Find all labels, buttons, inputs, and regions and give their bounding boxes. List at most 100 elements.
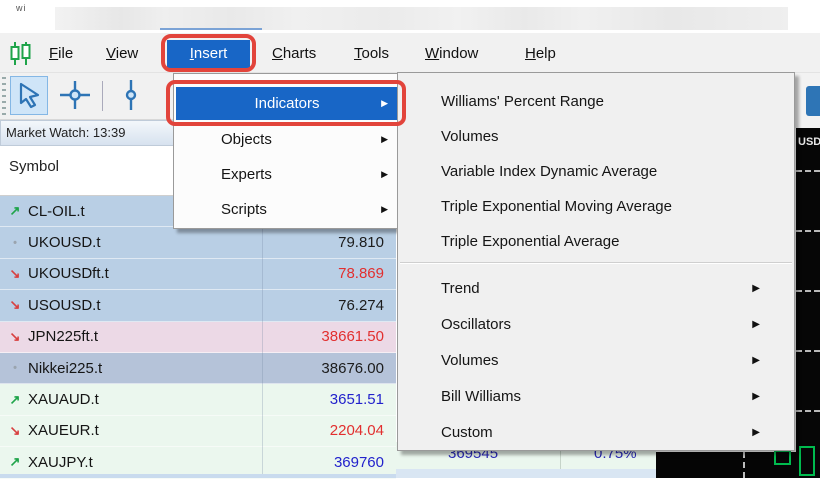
chart-grid-hdash bbox=[796, 350, 820, 352]
submenu-item-trend[interactable]: Trend ▶ bbox=[400, 271, 792, 306]
trend-down-icon: ↘ bbox=[9, 422, 21, 438]
table-row[interactable]: ↘ JPN225ft.t 38661.50 bbox=[0, 321, 396, 353]
submenu-arrow-icon: ▶ bbox=[381, 98, 388, 108]
submenu-item-volumes-group[interactable]: Volumes ▶ bbox=[400, 343, 792, 378]
toolbar-grip-handle[interactable] bbox=[2, 77, 6, 115]
market-watch-rows: ↗ CL-OIL.t • UKOUSD.t 79.810 ↘ UKOUSDft.… bbox=[0, 196, 396, 479]
menu-bar: File View Insert Charts Tools Window Hel… bbox=[0, 33, 820, 73]
bid-price: 79.810 bbox=[338, 234, 384, 252]
submenu-item-bill-williams[interactable]: Bill Williams ▶ bbox=[400, 379, 792, 414]
cursor-tool-button[interactable] bbox=[10, 76, 48, 115]
window-titlebar: wi bbox=[0, 0, 820, 33]
submenu-item-label: Volumes bbox=[441, 352, 499, 369]
menu-window[interactable]: Window bbox=[425, 45, 479, 62]
submenu-item-williams-percent-range[interactable]: Williams' Percent Range bbox=[400, 84, 792, 119]
menu-file[interactable]: File bbox=[49, 45, 74, 62]
menu-item-indicators[interactable]: Indicators ▶ bbox=[176, 87, 398, 120]
submenu-item-tema[interactable]: Triple Exponential Moving Average bbox=[400, 189, 792, 224]
table-row[interactable]: ↘ XAUEUR.t 2204.04 bbox=[0, 415, 396, 448]
menu-item-experts[interactable]: Experts ▶ bbox=[176, 157, 398, 192]
table-row[interactable]: • UKOUSD.t 79.810 bbox=[0, 227, 396, 259]
chart-grid-hdash bbox=[796, 170, 820, 172]
submenu-item-label: Volumes bbox=[441, 128, 499, 145]
table-row[interactable]: ↘ UKOUSDft.t 78.869 bbox=[0, 258, 396, 291]
menu-item-label: Scripts bbox=[221, 201, 267, 218]
candlestick-fragment bbox=[799, 446, 815, 476]
vertical-line-tool-button[interactable] bbox=[112, 76, 150, 115]
submenu-item-volumes-indicator[interactable]: Volumes bbox=[400, 119, 792, 154]
column-divider bbox=[262, 196, 263, 478]
submenu-separator bbox=[400, 262, 792, 264]
trend-down-icon: ↘ bbox=[9, 265, 21, 281]
submenu-item-label: Williams' Percent Range bbox=[441, 93, 604, 110]
symbol-label: XAUAUD.t bbox=[28, 391, 99, 409]
symbol-label: UKOUSD.t bbox=[28, 234, 101, 252]
submenu-item-oscillators[interactable]: Oscillators ▶ bbox=[400, 307, 792, 342]
titlebar-ghost-underline bbox=[160, 28, 262, 30]
submenu-arrow-icon: ▶ bbox=[752, 355, 760, 366]
chart-grid-hdash bbox=[796, 230, 820, 232]
candlestick-fragment bbox=[774, 450, 791, 465]
symbol-label: XAUJPY.t bbox=[28, 453, 93, 471]
bid-price: 38661.50 bbox=[321, 328, 384, 346]
submenu-item-vidya[interactable]: Variable Index Dynamic Average bbox=[400, 154, 792, 189]
table-row[interactable]: ↗ XAUJPY.t 369760 bbox=[0, 447, 396, 479]
submenu-arrow-icon: ▶ bbox=[752, 283, 760, 294]
titlebar-corner-mark: wi bbox=[16, 3, 27, 13]
table-row[interactable]: ↘ USOUSD.t 76.274 bbox=[0, 290, 396, 322]
menu-insert[interactable]: Insert bbox=[167, 40, 250, 68]
menu-charts[interactable]: Charts bbox=[272, 45, 317, 62]
menu-item-objects[interactable]: Objects ▶ bbox=[176, 122, 398, 157]
symbol-label: UKOUSDft.t bbox=[28, 265, 109, 283]
submenu-item-label: Triple Exponential Moving Average bbox=[441, 198, 672, 215]
trend-up-icon: ↗ bbox=[9, 203, 21, 219]
menu-tools[interactable]: Tools bbox=[354, 45, 390, 62]
bid-price: 76.274 bbox=[338, 296, 384, 314]
submenu-item-label: Custom bbox=[441, 424, 493, 441]
next-row-sliver bbox=[396, 469, 656, 478]
toolbar-separator bbox=[102, 81, 103, 111]
menu-help[interactable]: Help bbox=[525, 45, 556, 62]
submenu-arrow-icon: ▶ bbox=[752, 427, 760, 438]
symbol-label: JPN225ft.t bbox=[28, 328, 99, 346]
menu-item-label: Objects bbox=[221, 131, 272, 148]
trend-up-icon: ↗ bbox=[9, 454, 21, 470]
chart-grid-hdash bbox=[796, 410, 820, 412]
annotation-box-insert bbox=[161, 34, 256, 72]
submenu-item-label: Triple Exponential Average bbox=[441, 233, 620, 250]
submenu-arrow-icon: ▶ bbox=[752, 319, 760, 330]
crosshair-tool-button[interactable] bbox=[56, 76, 94, 115]
menu-item-scripts[interactable]: Scripts ▶ bbox=[176, 192, 398, 227]
chart-symbol-fragment: USD bbox=[798, 136, 820, 148]
menu-item-label: Indicators bbox=[254, 95, 320, 112]
menu-view[interactable]: View bbox=[106, 45, 139, 62]
table-row[interactable]: ↗ XAUAUD.t 3651.51 bbox=[0, 384, 396, 416]
annotation-box-indicators bbox=[166, 80, 406, 126]
symbol-label: XAUEUR.t bbox=[28, 422, 99, 440]
table-row[interactable]: • Nikkei225.t 38676.00 bbox=[0, 352, 396, 385]
bid-price: 2204.04 bbox=[329, 422, 384, 440]
submenu-arrow-icon: ▶ bbox=[381, 134, 388, 144]
toolbar-right-fragment bbox=[794, 73, 820, 128]
app-candlestick-icon bbox=[8, 41, 32, 66]
bid-price: 38676.00 bbox=[321, 359, 384, 377]
trend-down-icon: ↘ bbox=[9, 297, 21, 313]
next-row-sliver bbox=[0, 474, 396, 478]
chart-grid-hdash bbox=[796, 290, 820, 292]
trend-down-icon: ↘ bbox=[9, 328, 21, 344]
submenu-item-label: Trend bbox=[441, 280, 480, 297]
submenu-item-label: Variable Index Dynamic Average bbox=[441, 163, 658, 180]
submenu-item-custom[interactable]: Custom ▶ bbox=[400, 415, 792, 450]
bid-price: 78.869 bbox=[338, 265, 384, 283]
toolbar-button-fragment bbox=[806, 86, 820, 116]
submenu-item-trix[interactable]: Triple Exponential Average bbox=[400, 224, 792, 259]
titlebar-ghost-tabs bbox=[55, 7, 788, 30]
bid-price: 369760 bbox=[333, 453, 384, 471]
symbol-label: Nikkei225.t bbox=[28, 359, 103, 377]
chart-grid-vdash bbox=[743, 452, 745, 478]
bid-price: 3651.51 bbox=[329, 391, 384, 409]
trend-flat-icon: • bbox=[13, 236, 17, 249]
trend-flat-icon: • bbox=[13, 362, 17, 375]
chart-bottom-fragment bbox=[656, 452, 820, 478]
submenu-item-label: Oscillators bbox=[441, 316, 512, 333]
